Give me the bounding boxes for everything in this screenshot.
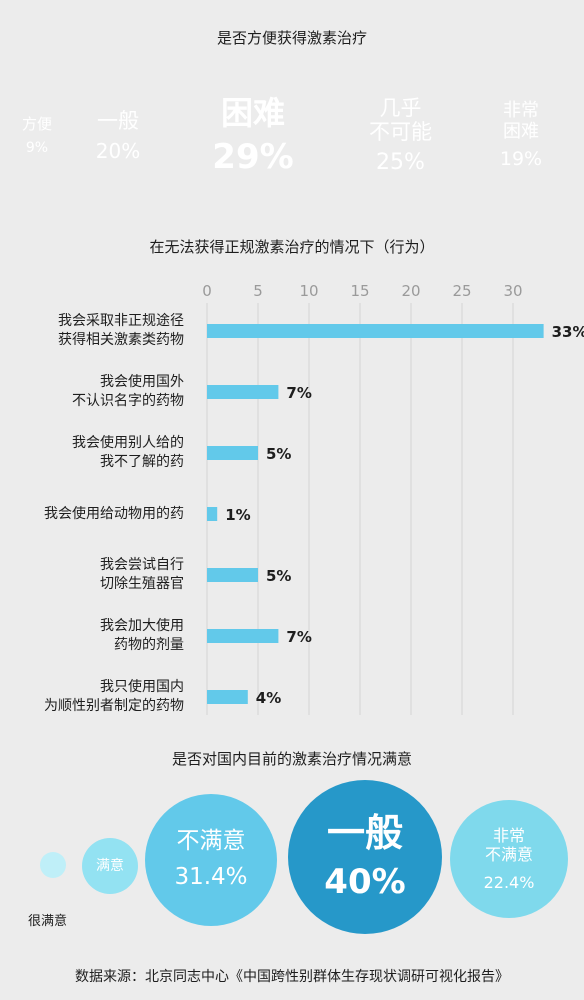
bar-chart: 0 5 10 15 20 25 30 33% 7% 5% 1% 5% 7% 4% <box>202 282 584 715</box>
x-tick-label: 5 <box>253 282 263 300</box>
bar <box>207 385 279 399</box>
bar <box>207 446 258 460</box>
segment-label: 困难 <box>220 94 285 133</box>
bar-value-label: 1% <box>225 506 250 524</box>
segment-value: 29% <box>212 136 294 177</box>
bubble-manyi: 满意 <box>82 838 138 894</box>
segment-label: 一般 <box>97 109 139 134</box>
bar-category-label: 我会使用国外 不认识名字的药物 <box>72 374 184 409</box>
bar-value-label: 5% <box>266 445 291 463</box>
bar-category-label: 我会尝试自行 切除生殖器官 <box>100 557 184 592</box>
segment-fangbian: 方便 9% <box>12 72 62 200</box>
x-tick-label: 15 <box>350 282 369 300</box>
x-tick-label: 20 <box>401 282 420 300</box>
bar-category-label: 我会使用给动物用的药 <box>44 505 184 522</box>
bar-value-label: 7% <box>286 628 311 646</box>
bar-value-label: 33% <box>552 323 584 341</box>
x-tick-label: 25 <box>452 282 471 300</box>
source-note: 数据来源：北京同志中心《中国跨性别群体生存现状调研可视化报告》 <box>75 969 509 985</box>
segment-label: 非常 困难 <box>503 100 539 143</box>
bubble-chart-title: 是否对国内目前的激素治疗情况满意 <box>171 750 412 768</box>
segment-feichangkunnan: 非常 困难 19% <box>469 72 573 200</box>
bubble-yiban: 一般 40% <box>288 780 442 934</box>
bar <box>207 324 544 338</box>
bar-value-label: 7% <box>286 384 311 402</box>
bubble-value: 40% <box>324 862 406 903</box>
segment-label: 几乎 不可能 <box>369 96 432 145</box>
bar-chart-title: 在无法获得正规激素治疗的情况下（行为） <box>149 238 435 256</box>
bar <box>207 690 248 704</box>
bar-category-label: 我会使用别人给的 我不了解的药 <box>72 435 184 470</box>
bubble-value: 22.4% <box>483 872 535 892</box>
bubble-bumanyi: 不满意 31.4% <box>145 794 277 926</box>
segment-value: 19% <box>499 147 543 170</box>
bar-value-label: 4% <box>256 689 281 707</box>
bar <box>207 568 258 582</box>
bar-category-label: 我会采取非正规途径 获得相关激素类药物 <box>58 313 184 348</box>
x-tick-label: 10 <box>299 282 318 300</box>
bubble-label: 一般 <box>326 810 403 855</box>
segment-yiban: 一般 20% <box>62 72 174 200</box>
bubble-label: 非常 不满意 <box>484 826 533 865</box>
bubble-value: 31.4% <box>174 864 248 890</box>
bubble-henmanyi <box>40 852 66 878</box>
x-tick-label: 0 <box>202 282 212 300</box>
x-tick-label: 30 <box>503 282 522 300</box>
bar-value-label: 5% <box>266 567 291 585</box>
segment-jihubukeneng: 几乎 不可能 25% <box>332 72 469 200</box>
bubble-label: 满意 <box>96 857 124 874</box>
segment-value: 25% <box>376 150 425 176</box>
bubble-feichangbumanyi: 非常 不满意 22.4% <box>450 800 568 918</box>
segment-label: 方便 <box>21 115 52 134</box>
segment-kunnan: 困难 29% <box>174 72 332 200</box>
bar <box>207 629 279 643</box>
treemap-title: 是否方便获得激素治疗 <box>216 29 367 47</box>
bar-category-label: 我只使用国内 为顺性别者制定的药物 <box>44 679 184 714</box>
bubble-label-henmanyi: 很满意 <box>28 914 68 929</box>
bar-category-label: 我会加大使用 药物的剂量 <box>100 618 184 653</box>
segment-value: 20% <box>95 138 141 163</box>
segment-value: 9% <box>25 139 49 156</box>
bar <box>207 507 218 521</box>
bubble-label: 不满意 <box>176 828 246 855</box>
